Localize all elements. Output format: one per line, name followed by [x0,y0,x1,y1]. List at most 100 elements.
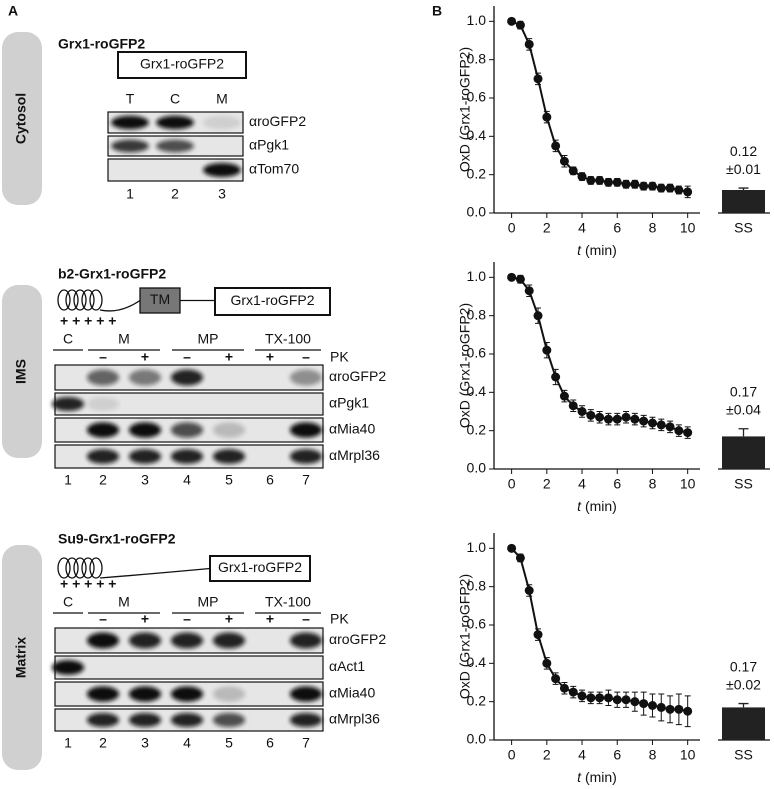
fraction-label: MP [198,331,219,347]
data-point [656,702,666,712]
x-axis-label-unit: (min) [585,498,617,514]
data-point [568,687,578,697]
lane-number: 1 [64,735,72,751]
data-point [595,693,605,703]
blot-band [111,115,149,130]
x-axis-label: t (min) [577,769,617,785]
fraction-label: MP [198,594,219,610]
ss-error-label: ±0.01 [726,161,761,177]
lane-number: 6 [266,472,274,488]
data-point [647,418,657,428]
treatment-sign: + [225,611,233,627]
blot-band [86,712,120,728]
lane-number: 4 [183,735,191,751]
data-point [542,112,552,122]
lane-number: 7 [302,735,310,751]
blot-band [170,686,204,702]
blot-band [128,422,162,438]
treatment-sign: + [141,611,149,627]
ss-error-label: ±0.02 [726,676,761,692]
compartment-label: Cytosol [13,93,29,144]
data-point [656,420,666,430]
data-point [577,407,587,416]
lane-number: 7 [302,472,310,488]
ss-error-label: ±0.04 [726,401,761,417]
lane-number: 4 [183,472,191,488]
helix-coil [81,557,95,579]
y-tick-label: 0.8 [467,50,487,66]
lane-number: 2 [99,735,107,751]
panel-label: B [432,3,442,19]
data-point [524,286,534,296]
helix-coil [57,289,71,311]
lane-number: 5 [225,472,233,488]
antibody-label: αroGFP2 [329,631,386,647]
lane-number: 3 [141,472,149,488]
blot-band [289,712,323,728]
x-axis-label-variable: t [577,498,582,514]
antibody-label: αTom70 [249,161,299,177]
blot-band [156,115,194,130]
y-tick-label: 0.4 [467,654,487,670]
x-tick-label: 6 [613,220,621,236]
data-point [586,410,596,420]
x-tick-label: 0 [508,747,516,763]
data-point [515,553,525,563]
ss-value-label: 0.12 [730,143,757,159]
ss-error-bar [738,702,749,708]
lane-label: M [216,91,228,107]
x-tick-label: 4 [578,220,586,236]
x-axis-label-variable: t [577,769,582,785]
antibody-label: αPgk1 [329,395,369,411]
blot-band [170,422,204,438]
series-line [511,20,688,193]
antibody-label: αAct1 [329,658,365,674]
data-point [515,20,525,30]
blot-band [170,369,204,386]
data-point [612,695,622,705]
fraction-label: C [63,331,73,347]
x-tick-label: 0 [508,220,516,236]
construct-box [117,51,247,79]
compartment-pill [2,32,42,205]
construct-title: Su9-Grx1-roGFP2 [58,531,176,547]
helix-coil [89,557,103,579]
antibody-label: αMrpl36 [329,711,380,727]
construct-title: Grx1-roGFP2 [58,36,145,52]
y-tick-label: 1.0 [467,539,487,555]
helix-coil [57,557,71,579]
x-tick-label: 4 [578,747,586,763]
blot-band [128,369,162,386]
data-point [630,697,640,707]
y-tick-label: 0.0 [467,460,487,476]
data-point [665,422,675,432]
construct-box-label: Grx1-roGFP2 [218,559,302,575]
lane-label: C [170,91,180,107]
blot-band [86,369,120,386]
data-point [507,543,517,553]
y-axis-label: OxD (Grx1-roGFP2) [457,47,473,172]
treatment-sign: – [183,611,191,627]
ss-category: SS [734,476,753,492]
treatment-sign: – [99,611,107,627]
antibody-label: αMrpl36 [329,447,380,463]
x-axis-label: t (min) [577,498,617,514]
x-tick-label: 8 [649,747,657,763]
data-point [683,428,693,438]
ss-error-bar [738,428,749,437]
blot-band [86,449,120,464]
fraction-label: M [118,594,130,610]
data-point [524,586,534,595]
data-point [647,701,657,710]
blot-band [170,712,204,728]
y-axis-label: OxD (Grx1-roGFP2) [457,303,473,428]
blot-strip [54,655,324,680]
x-tick-label: 2 [543,747,551,763]
fraction-label: M [118,331,130,347]
y-tick-label: 0.0 [467,204,487,220]
blot-band [212,632,246,649]
x-axis-label-variable: t [577,242,582,258]
construct-box [209,555,311,582]
y-tick-label: 0.6 [467,616,487,632]
